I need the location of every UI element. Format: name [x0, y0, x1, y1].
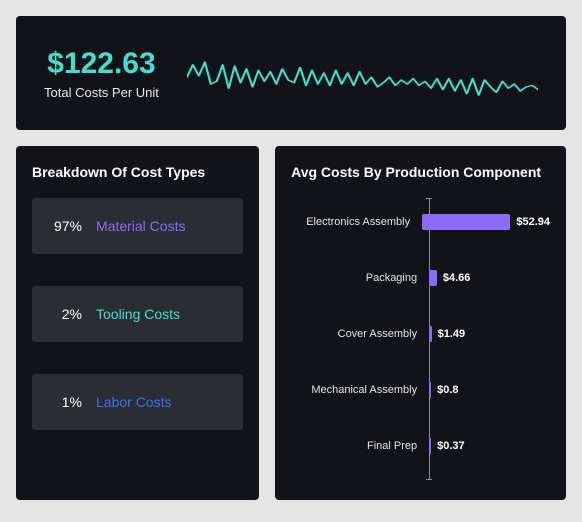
component-row: Mechanical Assembly $0.8 [291, 376, 550, 404]
components-title: Avg Costs By Production Component [291, 164, 550, 180]
component-bar-wrap: $0.37 [423, 438, 550, 454]
component-bar-wrap: $0.8 [423, 382, 550, 398]
component-bar [429, 326, 431, 342]
component-label: Packaging [291, 272, 423, 284]
component-value: $0.37 [437, 440, 465, 452]
component-label: Cover Assembly [291, 328, 423, 340]
breakdown-card: Breakdown Of Cost Types 97% Material Cost… [16, 146, 259, 500]
component-label: Final Prep [291, 440, 423, 452]
components-bar-chart: Electronics Assembly $52.94 Packaging $4.66… [291, 198, 550, 480]
hero-summary: $122.63 Total Costs Per Unit [44, 47, 159, 100]
component-value: $1.49 [438, 328, 466, 340]
component-bar [429, 270, 437, 286]
component-label: Mechanical Assembly [291, 384, 423, 396]
breakdown-pct: 97% [48, 218, 82, 234]
breakdown-label: Material Costs [96, 218, 185, 234]
breakdown-pct: 1% [48, 394, 82, 410]
component-row: Cover Assembly $1.49 [291, 320, 550, 348]
breakdown-title: Breakdown Of Cost Types [32, 164, 243, 180]
axis-tick [426, 198, 432, 199]
hero-card: $122.63 Total Costs Per Unit [16, 16, 566, 130]
breakdown-item: 97% Material Costs [32, 198, 243, 254]
component-bar [422, 214, 510, 230]
total-cost-value: $122.63 [44, 47, 159, 81]
breakdown-pct: 2% [48, 306, 82, 322]
components-card: Avg Costs By Production Component Electr… [275, 146, 566, 500]
axis-tick [426, 479, 432, 480]
component-bar-wrap: $4.66 [423, 270, 550, 286]
component-label: Electronics Assembly [291, 216, 416, 228]
component-value: $4.66 [443, 272, 471, 284]
breakdown-label: Tooling Costs [96, 306, 180, 322]
breakdown-item: 2% Tooling Costs [32, 286, 243, 342]
sparkline-chart [187, 40, 538, 107]
component-bar [429, 438, 431, 454]
breakdown-label: Labor Costs [96, 394, 171, 410]
component-row: Packaging $4.66 [291, 264, 550, 292]
component-row: Electronics Assembly $52.94 [291, 208, 550, 236]
component-value: $52.94 [516, 216, 550, 228]
component-bar-wrap: $52.94 [416, 214, 550, 230]
component-value: $0.8 [437, 384, 458, 396]
component-row: Final Prep $0.37 [291, 432, 550, 460]
total-cost-label: Total Costs Per Unit [44, 85, 159, 100]
breakdown-item: 1% Labor Costs [32, 374, 243, 430]
component-bar-wrap: $1.49 [423, 326, 550, 342]
component-bar [429, 382, 431, 398]
